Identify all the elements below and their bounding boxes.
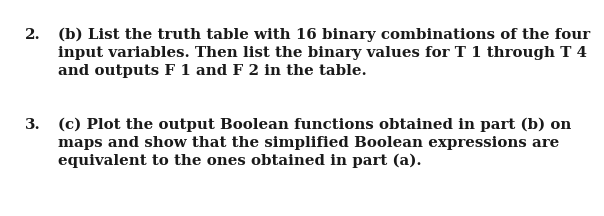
Text: and outputs F 1 and F 2 in the table.: and outputs F 1 and F 2 in the table. [58, 64, 367, 78]
Text: maps and show that the simplified Boolean expressions are: maps and show that the simplified Boolea… [58, 136, 559, 150]
Text: 2.: 2. [25, 28, 40, 42]
Text: 3.: 3. [25, 118, 40, 132]
Text: input variables. Then list the binary values for T 1 through T 4: input variables. Then list the binary va… [58, 46, 587, 60]
Text: (b) List the truth table with 16 binary combinations of the four: (b) List the truth table with 16 binary … [58, 28, 590, 42]
Text: (c) Plot the output Boolean functions obtained in part (b) on: (c) Plot the output Boolean functions ob… [58, 118, 571, 132]
Text: equivalent to the ones obtained in part (a).: equivalent to the ones obtained in part … [58, 154, 422, 168]
